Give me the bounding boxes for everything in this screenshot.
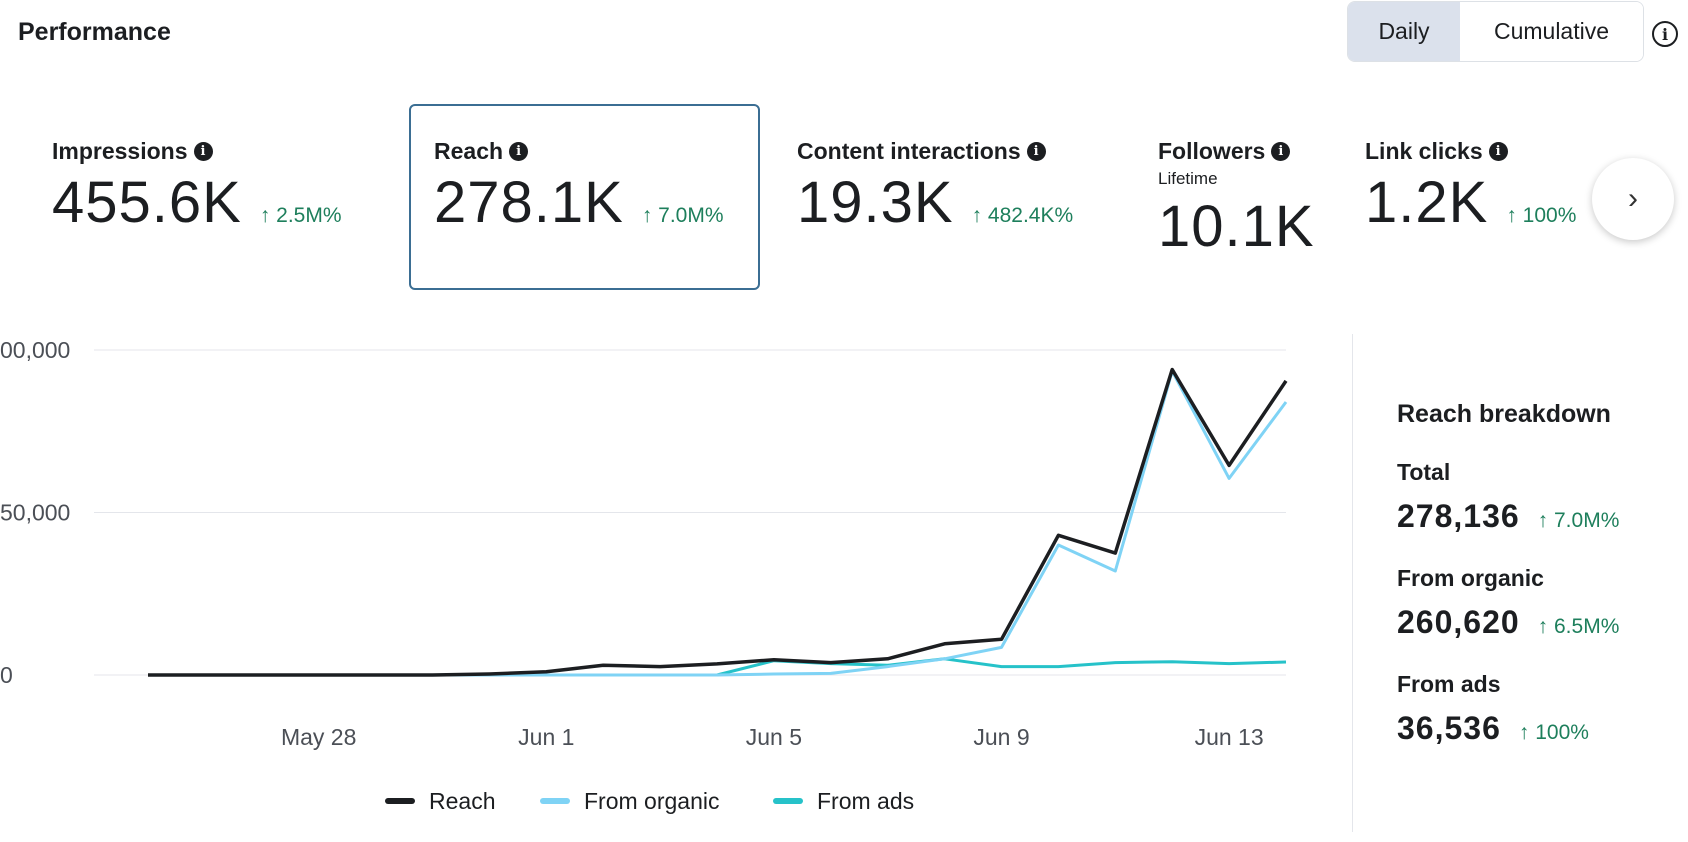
series-line-from-organic	[148, 369, 1288, 677]
reach-breakdown: Reach breakdown Total 278,136 ↑ 7.0M% Fro…	[1397, 400, 1619, 747]
info-icon[interactable]: i	[509, 142, 529, 161]
breakdown-delta: ↑ 100%	[1518, 721, 1589, 744]
metric-sublabel: Lifetime	[1158, 169, 1218, 188]
metric-value: 10.1K	[1158, 194, 1315, 259]
metric-delta: ↑ 7.0M%	[641, 204, 724, 227]
cumulative-toggle-button[interactable]: Cumulative	[1460, 2, 1643, 61]
metric-label: Content interactions	[797, 138, 1021, 164]
breakdown-item-organic: From organic 260,620 ↑ 6.5M%	[1397, 565, 1619, 641]
breakdown-value: 260,620	[1397, 604, 1520, 640]
metric-delta: ↑ 100%	[1506, 204, 1577, 227]
breakdown-label: Total	[1397, 459, 1451, 485]
x-tick-label: Jun 9	[973, 724, 1029, 750]
metric-label: Reach	[434, 138, 504, 164]
metric-card-link-clicks[interactable]: Link clicks i 1.2K ↑ 100%	[1365, 138, 1576, 236]
metric-value: 278.1K	[434, 170, 624, 235]
legend-label: Reach	[429, 788, 495, 814]
x-tick-label: May 28	[281, 724, 356, 750]
breakdown-delta: ↑ 7.0M%	[1537, 509, 1620, 532]
breakdown-label: From ads	[1397, 671, 1501, 697]
daily-toggle-button[interactable]: Daily	[1348, 2, 1460, 61]
metric-value: 1.2K	[1365, 170, 1489, 235]
legend-label: From ads	[817, 788, 914, 814]
metric-value: 19.3K	[797, 170, 954, 235]
breakdown-item-ads: From ads 36,536 ↑ 100%	[1397, 671, 1619, 747]
series-line-from-ads	[148, 657, 1287, 677]
reach-line-chart: 00,000 50,000 0 May 28 Jun 1 Jun 5 Jun 9 Jun 13…	[0, 337, 1288, 814]
x-tick-label: Jun 5	[746, 724, 802, 750]
info-icon[interactable]: i	[1026, 142, 1046, 161]
metric-card-reach[interactable]: Reach i 278.1K ↑ 7.0M%	[434, 138, 724, 236]
divider	[1352, 334, 1353, 832]
breakdown-value: 278,136	[1397, 498, 1520, 534]
legend-label: From organic	[584, 788, 719, 814]
x-tick-label: Jun 13	[1195, 724, 1264, 750]
breakdown-delta: ↑ 6.5M%	[1537, 615, 1620, 638]
breakdown-title: Reach breakdown	[1397, 400, 1611, 428]
info-icon[interactable]: i	[1652, 21, 1678, 47]
metric-label: Impressions	[52, 138, 188, 164]
breakdown-item-total: Total 278,136 ↑ 7.0M%	[1397, 459, 1619, 535]
series-line-reach	[148, 367, 1288, 677]
x-tick-label: Jun 1	[518, 724, 574, 750]
selected-metric-outline[interactable]	[409, 104, 760, 290]
metric-card-impressions[interactable]: Impressions i 455.6K ↑ 2.5M%	[52, 138, 342, 236]
y-tick-label: 00,000	[0, 337, 70, 363]
metric-delta: ↑ 2.5M%	[259, 204, 342, 227]
metric-card-content-interactions[interactable]: Content interactions i 19.3K ↑ 482.4K%	[797, 138, 1073, 236]
next-metrics-button[interactable]: ›	[1592, 158, 1674, 240]
metric-value: 455.6K	[52, 170, 242, 235]
y-tick-label: 50,000	[0, 500, 70, 526]
metric-delta: ↑ 482.4K%	[971, 204, 1074, 227]
metric-label: Followers	[1158, 138, 1266, 164]
breakdown-label: From organic	[1397, 565, 1544, 591]
page-title: Performance	[18, 18, 171, 46]
y-tick-label: 0	[0, 662, 13, 688]
breakdown-value: 36,536	[1397, 710, 1501, 746]
info-icon[interactable]: i	[193, 142, 213, 161]
info-icon[interactable]: i	[1488, 142, 1508, 161]
metric-card-followers[interactable]: Followers i Lifetime 10.1K	[1158, 138, 1315, 260]
metric-label: Link clicks	[1365, 138, 1483, 164]
info-icon[interactable]: i	[1271, 142, 1291, 161]
view-toggle: Daily Cumulative	[1347, 1, 1644, 62]
